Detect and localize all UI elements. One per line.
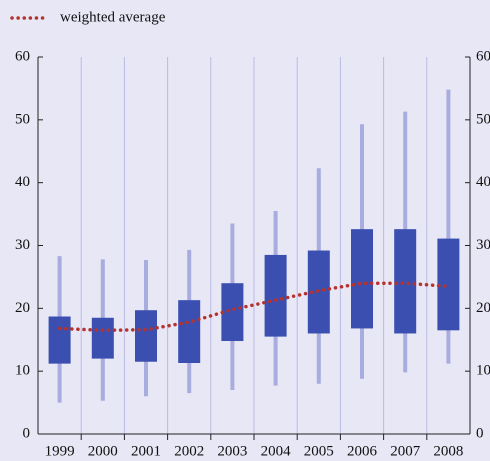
x-tick-label: 1999 (45, 443, 75, 459)
x-tick-label: 2001 (131, 443, 161, 459)
box (135, 310, 157, 362)
box (264, 254, 287, 337)
box (91, 317, 114, 359)
y2-tick-label: 40 (476, 174, 490, 190)
average-line (57, 281, 451, 333)
y-tick-label: 40 (15, 174, 30, 190)
box (351, 229, 373, 329)
y2-tick-label: 0 (476, 425, 484, 441)
y-tick-label: 20 (15, 300, 30, 316)
legend-label: weighted average (60, 9, 166, 25)
y2-tick-label: 30 (476, 237, 490, 253)
x-tick-label: 2003 (217, 443, 247, 459)
x-tick-label: 2006 (347, 443, 378, 459)
y2-tick-label: 20 (476, 300, 490, 316)
y-tick-label: 60 (15, 48, 30, 64)
x-tick-label: 2008 (433, 443, 463, 459)
y-tick-label: 50 (15, 111, 30, 127)
box (437, 238, 460, 331)
y-tick-label: 0 (23, 425, 31, 441)
box (48, 316, 71, 364)
box (394, 229, 417, 334)
x-tick-label: 2000 (88, 443, 118, 459)
y-tick-label: 10 (15, 363, 30, 379)
box (178, 300, 201, 363)
x-tick-label: 2007 (390, 443, 421, 459)
y2-tick-label: 10 (476, 363, 490, 379)
y2-tick-label: 60 (476, 48, 490, 64)
x-tick-label: 2002 (174, 443, 204, 459)
box (221, 283, 244, 342)
y2-tick-label: 50 (476, 111, 490, 127)
y-tick-label: 30 (15, 237, 30, 253)
x-tick-label: 2005 (304, 443, 334, 459)
x-tick-label: 2004 (261, 443, 292, 459)
